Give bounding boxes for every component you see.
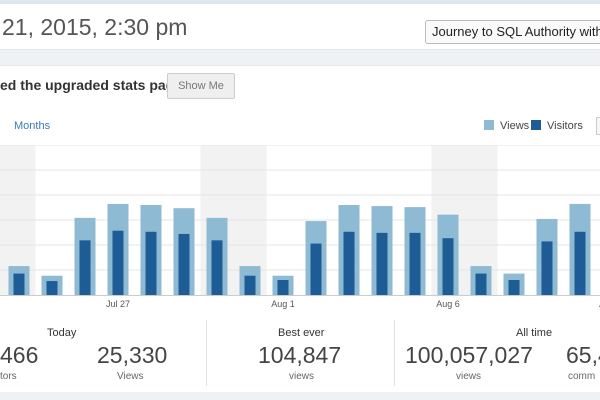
- visitors-bar: [376, 232, 388, 295]
- all-time-label: All time: [516, 327, 553, 339]
- visitors-bar: [310, 243, 322, 295]
- all-time-comments-unit: comm: [568, 371, 596, 382]
- visitors-bar: [442, 238, 454, 295]
- today-visitors-label: tors: [0, 371, 17, 382]
- blog-select[interactable]: Journey to SQL Authority with: [425, 20, 600, 44]
- best-ever-value: 104,847: [258, 342, 342, 368]
- x-tick-label: Jul 27: [106, 299, 130, 309]
- today-visitors-value: 466: [0, 342, 39, 368]
- tab-months[interactable]: Months: [14, 120, 51, 132]
- stats-divider: [206, 320, 207, 386]
- page-title: 21, 2015, 2:30 pm: [2, 14, 188, 40]
- legend-label-visitors: Visitors: [547, 120, 583, 132]
- legend-item-views[interactable]: Views: [484, 120, 529, 132]
- all-time-views-unit: views: [456, 371, 482, 382]
- visitors-bar: [46, 281, 58, 295]
- visitors-swatch-icon: [531, 120, 541, 130]
- visitors-bar: [145, 231, 157, 295]
- show-me-button[interactable]: Show Me: [167, 73, 235, 99]
- today-label: Today: [47, 327, 77, 339]
- best-ever-label: Best ever: [278, 327, 325, 339]
- visitors-bar: [211, 240, 223, 295]
- visitors-bar: [343, 231, 355, 295]
- top-bar: [0, 0, 600, 6]
- x-tick-label: Aug 6: [436, 299, 460, 309]
- visitors-bar: [112, 230, 124, 295]
- visitors-bar: [574, 231, 586, 295]
- views-swatch-icon: [484, 120, 494, 130]
- legend-item-visitors[interactable]: Visitors: [531, 120, 583, 132]
- visitors-bar: [13, 273, 25, 295]
- stats-card: [0, 65, 600, 400]
- visitors-bar: [178, 233, 190, 295]
- visitors-bar: [79, 240, 91, 295]
- best-ever-unit: views: [289, 371, 315, 382]
- gap-strip: [0, 51, 600, 65]
- visitors-bar: [277, 280, 289, 295]
- legend-label-views: Views: [500, 120, 530, 132]
- visitors-bar: [508, 280, 520, 295]
- bottom-strip: [0, 392, 600, 400]
- today-views-label: Views: [117, 371, 144, 382]
- all-time-views-value: 100,057,027: [405, 342, 533, 368]
- stats-divider: [394, 320, 395, 386]
- visitors-bar: [244, 275, 256, 295]
- all-time-comments-value: 65,4: [566, 342, 600, 368]
- upgrade-notice-text: ed the upgraded stats page?: [0, 77, 191, 93]
- visitors-bar: [475, 273, 487, 295]
- x-tick-label: Aug 1: [271, 299, 295, 309]
- today-views-value: 25,330: [97, 342, 168, 368]
- visitors-bar: [409, 232, 421, 295]
- title-panel: 21, 2015, 2:30 pm Journey to SQL Authori…: [0, 4, 600, 50]
- visitors-bar: [541, 241, 553, 295]
- legend-toggle-button[interactable]: [596, 117, 600, 135]
